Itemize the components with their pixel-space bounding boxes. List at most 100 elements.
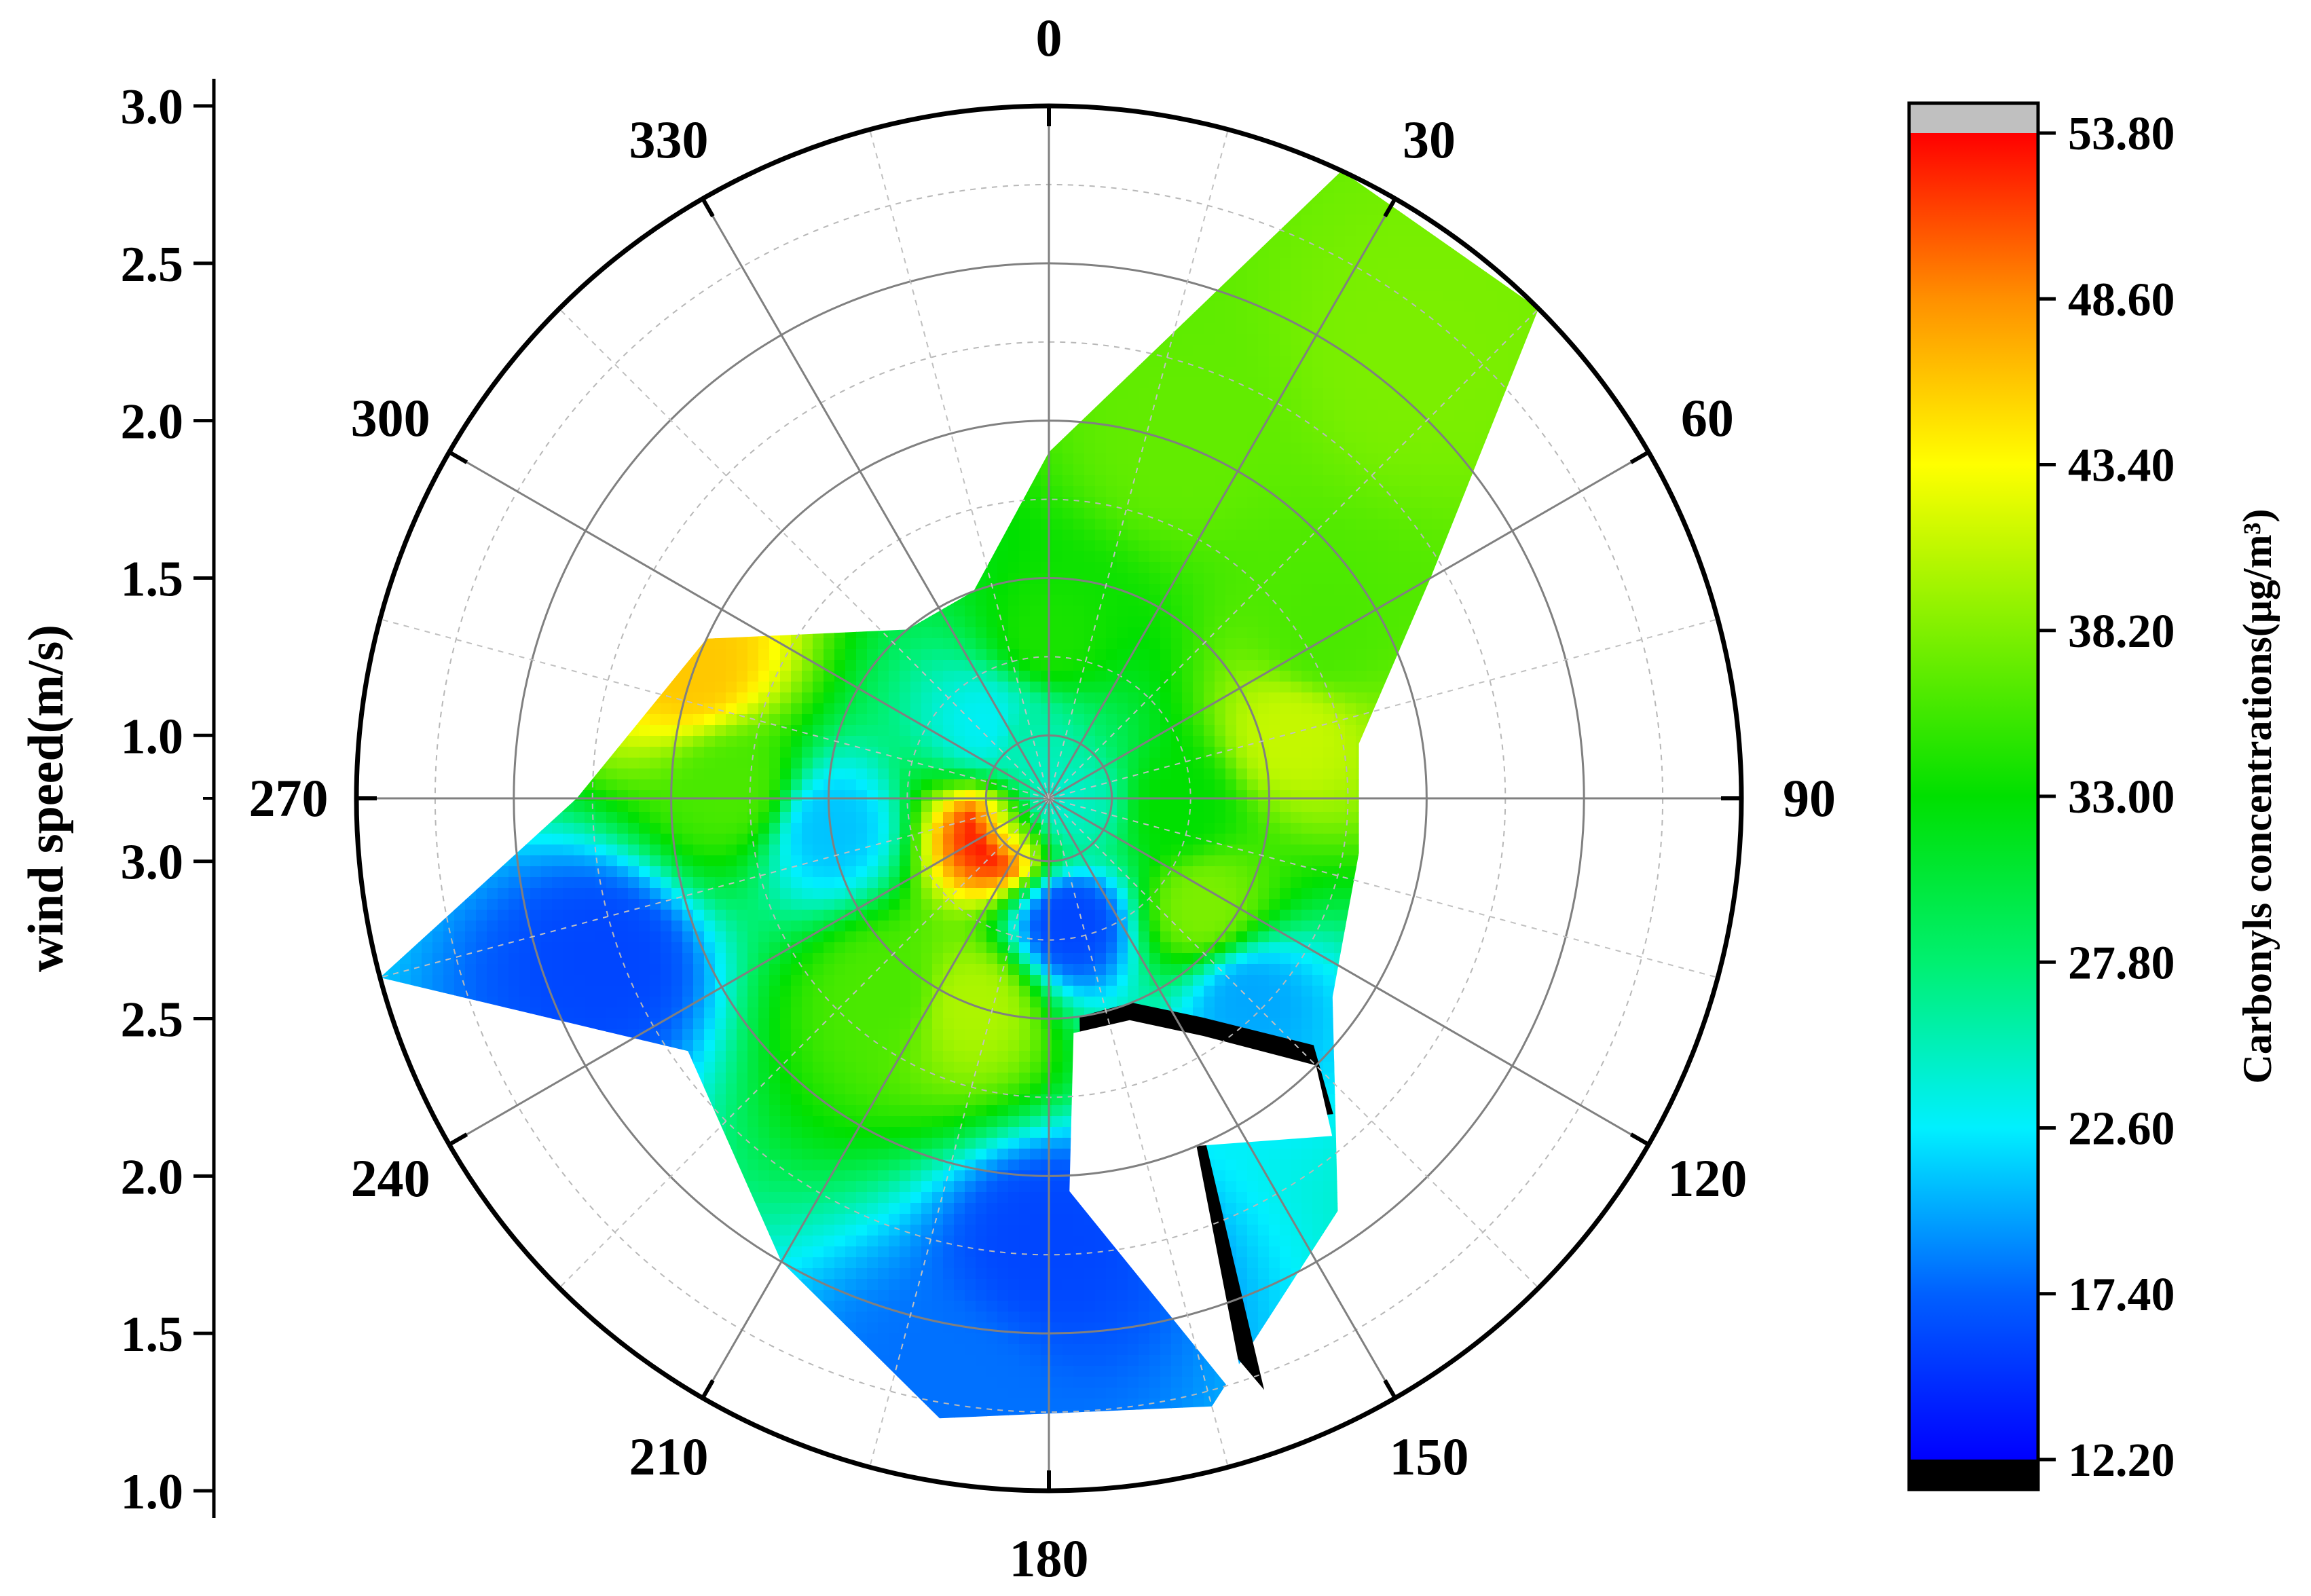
field-cell (1530, 464, 1539, 476)
field-cell (1345, 291, 1356, 302)
field-cell (1660, 627, 1671, 639)
field-cell (682, 616, 694, 628)
field-cell (932, 638, 944, 650)
field-cell (563, 280, 574, 291)
field-cell (737, 204, 748, 215)
field-cell (1486, 356, 1498, 367)
field-cell (1019, 356, 1031, 367)
field-cell (780, 432, 792, 443)
field-cell (1345, 627, 1356, 639)
field-cell (454, 616, 466, 628)
field-cell (1062, 508, 1074, 519)
field-cell (1551, 388, 1563, 400)
field-cell (889, 247, 900, 259)
field-cell (1095, 377, 1107, 389)
field-cell (1225, 301, 1237, 313)
field-cell (1410, 258, 1422, 270)
field-cell (824, 519, 835, 530)
field-cell (606, 323, 618, 335)
field-cell (1171, 388, 1183, 400)
field-cell (1095, 551, 1107, 563)
field-cell (1464, 443, 1476, 454)
field-cell (1008, 464, 1020, 476)
field-cell (606, 530, 618, 541)
field-cell (628, 367, 640, 378)
field-cell (813, 170, 824, 172)
field-cell (1584, 443, 1595, 454)
field-cell (813, 649, 824, 661)
field-cell (1062, 225, 1074, 237)
field-cell (1149, 334, 1161, 346)
field-cell (1497, 367, 1509, 378)
field-cell (1606, 508, 1617, 519)
field-cell (965, 530, 976, 541)
field-cell (965, 204, 976, 215)
field-cell (747, 508, 759, 519)
field-cell (856, 595, 868, 606)
field-cell (813, 258, 824, 270)
field-cell (1475, 291, 1487, 302)
field-cell (1378, 562, 1389, 574)
field-cell (1551, 551, 1563, 563)
field-cell (682, 345, 694, 356)
field-cell (997, 258, 1009, 270)
field-cell (563, 345, 574, 356)
field-cell (1052, 225, 1063, 237)
field-cell (1193, 519, 1204, 530)
field-cell (1247, 149, 1259, 161)
field-cell (1193, 584, 1204, 595)
field-cell (1106, 475, 1117, 487)
field-cell (1160, 410, 1172, 422)
field-cell (1225, 182, 1237, 193)
field-cell (509, 562, 520, 574)
field-cell (1008, 616, 1020, 628)
field-cell (1432, 421, 1443, 432)
field-cell (1432, 616, 1443, 628)
field-cell (1160, 236, 1172, 248)
field-cell (1323, 280, 1335, 291)
field-cell (726, 399, 737, 411)
field-cell (1497, 421, 1509, 432)
field-cell (834, 410, 846, 422)
field-cell (1421, 388, 1432, 400)
field-cell (1334, 215, 1346, 226)
field-cell (1269, 606, 1280, 617)
field-cell (1247, 562, 1259, 574)
field-cell (715, 388, 726, 400)
field-cell (1171, 225, 1183, 237)
field-cell (1606, 519, 1617, 530)
field-cell (1182, 584, 1194, 595)
field-cell (910, 464, 922, 476)
field-cell (1312, 519, 1324, 530)
field-cell (1073, 193, 1085, 204)
field-cell (432, 497, 444, 508)
field-cell (1084, 377, 1096, 389)
field-cell (1410, 638, 1422, 650)
field-cell (1432, 497, 1443, 508)
field-cell (1334, 193, 1346, 204)
field-cell (1041, 236, 1052, 248)
field-cell (487, 551, 498, 563)
field-cell (1041, 170, 1052, 172)
field-cell (1171, 215, 1183, 226)
field-cell (1312, 280, 1324, 291)
field-cell (1095, 453, 1107, 465)
field-cell (900, 530, 911, 541)
field-cell (943, 497, 955, 508)
field-cell (671, 627, 683, 639)
field-cell (791, 215, 802, 226)
field-cell (1095, 638, 1107, 650)
field-cell (661, 247, 672, 259)
field-cell (595, 410, 607, 422)
field-cell (1573, 508, 1585, 519)
field-cell (737, 215, 748, 226)
field-cell (1464, 356, 1476, 367)
field-cell (1117, 367, 1128, 378)
field-cell (1204, 247, 1215, 259)
field-cell (802, 247, 813, 259)
field-cell (1562, 530, 1574, 541)
field-cell (1236, 258, 1248, 270)
field-cell (1204, 301, 1215, 313)
field-cell (552, 627, 563, 639)
field-cell (1301, 475, 1313, 487)
